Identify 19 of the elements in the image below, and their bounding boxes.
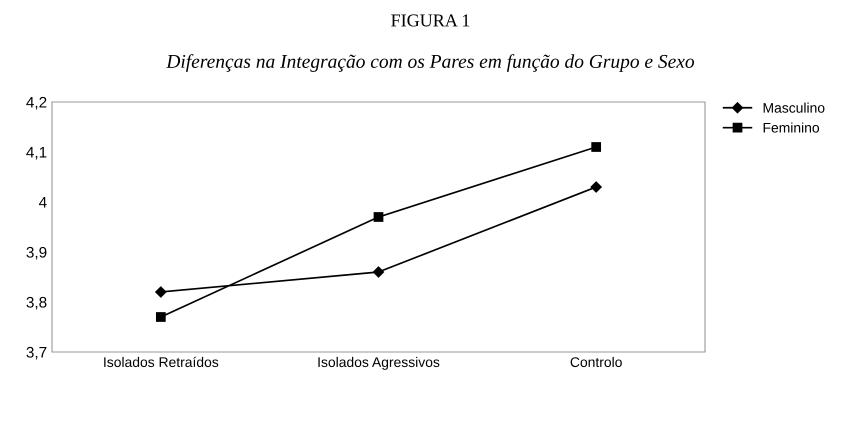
point <box>156 312 166 322</box>
point <box>374 212 384 222</box>
x-tick-label: Controlo <box>570 356 622 368</box>
point <box>591 142 602 152</box>
point <box>372 266 384 278</box>
point <box>155 286 166 298</box>
x-tick-label: Isolados Agressivos <box>318 356 440 370</box>
y-tick-label: 3,7 <box>26 346 46 360</box>
chart-subtitle: Diferenças na Integração com os Pares em função do Grupo e Sexo <box>166 54 694 72</box>
y-tick-label: 4 <box>38 197 47 208</box>
chart-title: FIGURA 1 <box>391 14 470 27</box>
legend-label: Masculino <box>764 102 824 113</box>
y-tick-label: 3,9 <box>26 246 46 260</box>
y-tick-label: 4,1 <box>26 147 46 160</box>
y-tick-label: 4,2 <box>26 96 46 110</box>
y-tick-label: 3,8 <box>26 296 46 310</box>
point <box>590 181 602 193</box>
x-tick-label: Isolados Retraídos <box>104 356 218 368</box>
legend-label: Feminino <box>764 122 820 133</box>
